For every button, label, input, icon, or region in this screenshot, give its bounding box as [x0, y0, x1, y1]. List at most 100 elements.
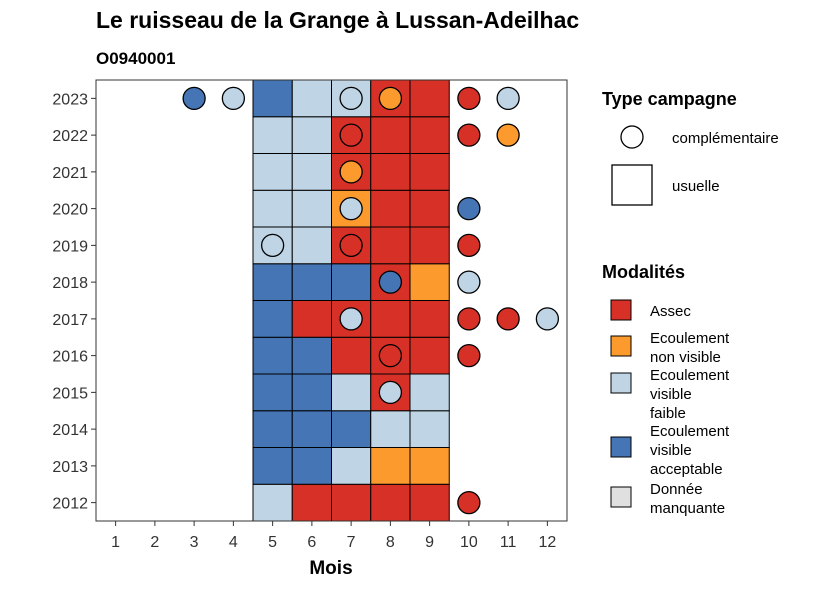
y-tick-label: 2020: [52, 202, 88, 219]
cell-2018-7: [331, 263, 372, 301]
point-2022-11: [496, 123, 520, 147]
x-tick-label: 9: [425, 534, 434, 551]
x-tick-label: 10: [460, 534, 478, 551]
legend-key-3: [610, 372, 632, 394]
cell-2021-8: [370, 153, 411, 191]
cell-2015-9: [409, 373, 450, 412]
legend-key-4: [610, 436, 632, 458]
cell-2018-9: [409, 263, 450, 301]
cell-2014-9: [409, 410, 450, 448]
cell-2015-6: [291, 373, 332, 412]
cell-2014-5: [252, 410, 293, 448]
y-tick-label: 2022: [52, 128, 88, 145]
x-tick-label: 1: [111, 534, 120, 551]
y-tick-label: 2014: [52, 422, 88, 439]
point-2012-10: [457, 490, 481, 515]
point-2016-10: [457, 343, 481, 368]
y-axis: 2012 2013 2014 2015 2016 2017 2018 2019 2020 2021…: [52, 91, 96, 513]
cell-2019-6: [291, 226, 332, 265]
legend-label-4: visible: [650, 442, 692, 459]
cell-2017-8: [370, 300, 411, 338]
cell-2013-5: [252, 447, 293, 485]
plot-border: [95, 79, 568, 522]
cell-2020-8: [370, 189, 411, 228]
point-2016-8: [378, 343, 403, 368]
cell-2012-8: [370, 483, 411, 522]
legend-label-4: acceptable: [650, 461, 723, 478]
cell-2016-9: [409, 336, 450, 375]
usuelle-cells: [252, 79, 450, 522]
cell-2016-7: [331, 336, 372, 375]
legend-label-2: non visible: [650, 349, 721, 366]
x-tick-label: 12: [538, 534, 556, 551]
x-tick-label: 6: [307, 534, 316, 551]
legend-key-5: [610, 486, 632, 508]
legend-usuelle-symbol: [611, 164, 653, 206]
cell-2018-5: [252, 263, 293, 301]
legend-modalites-title: Modalités: [602, 262, 685, 282]
legend-usuelle-label: usuelle: [672, 178, 720, 195]
cell-2023-6: [291, 79, 332, 118]
x-tick-label: 2: [150, 534, 159, 551]
cell-2023-5: [252, 79, 293, 118]
legend-type-campagne: Type campagne complémentaire usuelle: [602, 89, 779, 206]
legend-label-3: faible: [650, 405, 686, 422]
legend-complementaire-symbol: [620, 125, 644, 149]
legend-key-2: [610, 335, 632, 357]
point-2023-8: [378, 86, 403, 111]
cell-2020-6: [291, 189, 332, 228]
cell-2012-9: [409, 483, 450, 522]
legend-key-1: [610, 299, 632, 321]
legend-label-2: Ecoulement: [650, 330, 730, 347]
chart-subtitle: O0940001: [96, 49, 175, 68]
point-2019-7: [339, 233, 363, 258]
cell-2013-6: [291, 447, 332, 485]
cell-2017-9: [409, 300, 450, 338]
cell-2022-8: [370, 116, 411, 154]
cell-2012-6: [291, 483, 332, 522]
point-2018-8: [378, 270, 403, 294]
point-2017-11: [496, 307, 520, 331]
legend-complementaire-label: complémentaire: [672, 130, 779, 147]
cell-2016-6: [291, 336, 332, 375]
cell-2014-7: [331, 410, 372, 448]
y-tick-label: 2016: [52, 349, 88, 366]
point-2023-10: [457, 86, 481, 111]
cell-2016-5: [252, 336, 293, 375]
cell-2019-8: [370, 226, 411, 265]
x-tick-label: 11: [500, 534, 517, 551]
x-tick-label: 4: [229, 534, 238, 551]
complementaire-points: [182, 86, 560, 515]
x-tick-label: 7: [347, 534, 356, 551]
x-tick-label: 5: [268, 534, 277, 551]
point-2021-7: [339, 160, 363, 184]
x-tick-label: 8: [386, 534, 395, 551]
cell-2013-9: [409, 447, 450, 485]
legend-label-4: Ecoulement: [650, 423, 730, 440]
legend-label-3: visible: [650, 386, 692, 403]
point-2023-4: [221, 86, 246, 111]
cell-2021-5: [252, 153, 293, 191]
cell-2020-9: [409, 189, 450, 228]
point-2017-10: [457, 307, 481, 331]
cell-2017-5: [252, 300, 293, 338]
cell-2019-9: [409, 226, 450, 265]
cell-2022-9: [409, 116, 450, 154]
point-2017-7: [339, 307, 363, 331]
point-2023-7: [339, 86, 363, 111]
cell-2015-5: [252, 373, 293, 412]
legend-label-3: Ecoulement: [650, 367, 730, 384]
legend-label-5: Donnée: [650, 481, 703, 498]
point-2022-7: [339, 123, 363, 147]
y-tick-label: 2013: [52, 459, 88, 476]
y-tick-label: 2018: [52, 275, 88, 292]
point-2019-10: [457, 233, 481, 258]
cell-2023-9: [409, 79, 450, 118]
x-axis: 1 2 3 4 5 6 7 8 9 10 11 12: [111, 521, 556, 551]
point-2018-10: [457, 270, 481, 294]
cell-2021-9: [409, 153, 450, 191]
legend-label-5: manquante: [650, 500, 725, 517]
point-2020-7: [339, 196, 363, 221]
point-2015-8: [378, 380, 403, 405]
